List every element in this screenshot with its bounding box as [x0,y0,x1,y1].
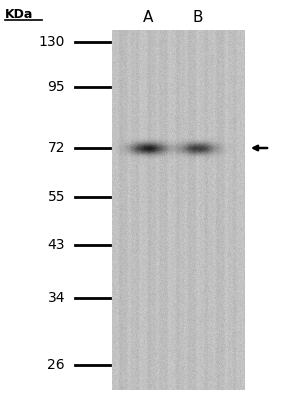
Text: 72: 72 [47,141,65,155]
Text: 43: 43 [47,238,65,252]
Text: 55: 55 [47,190,65,204]
Text: KDa: KDa [5,8,33,21]
Text: A: A [143,10,153,26]
Text: 34: 34 [47,291,65,305]
Text: 130: 130 [39,35,65,49]
Text: 95: 95 [47,80,65,94]
Text: 26: 26 [47,358,65,372]
Text: B: B [193,10,203,26]
